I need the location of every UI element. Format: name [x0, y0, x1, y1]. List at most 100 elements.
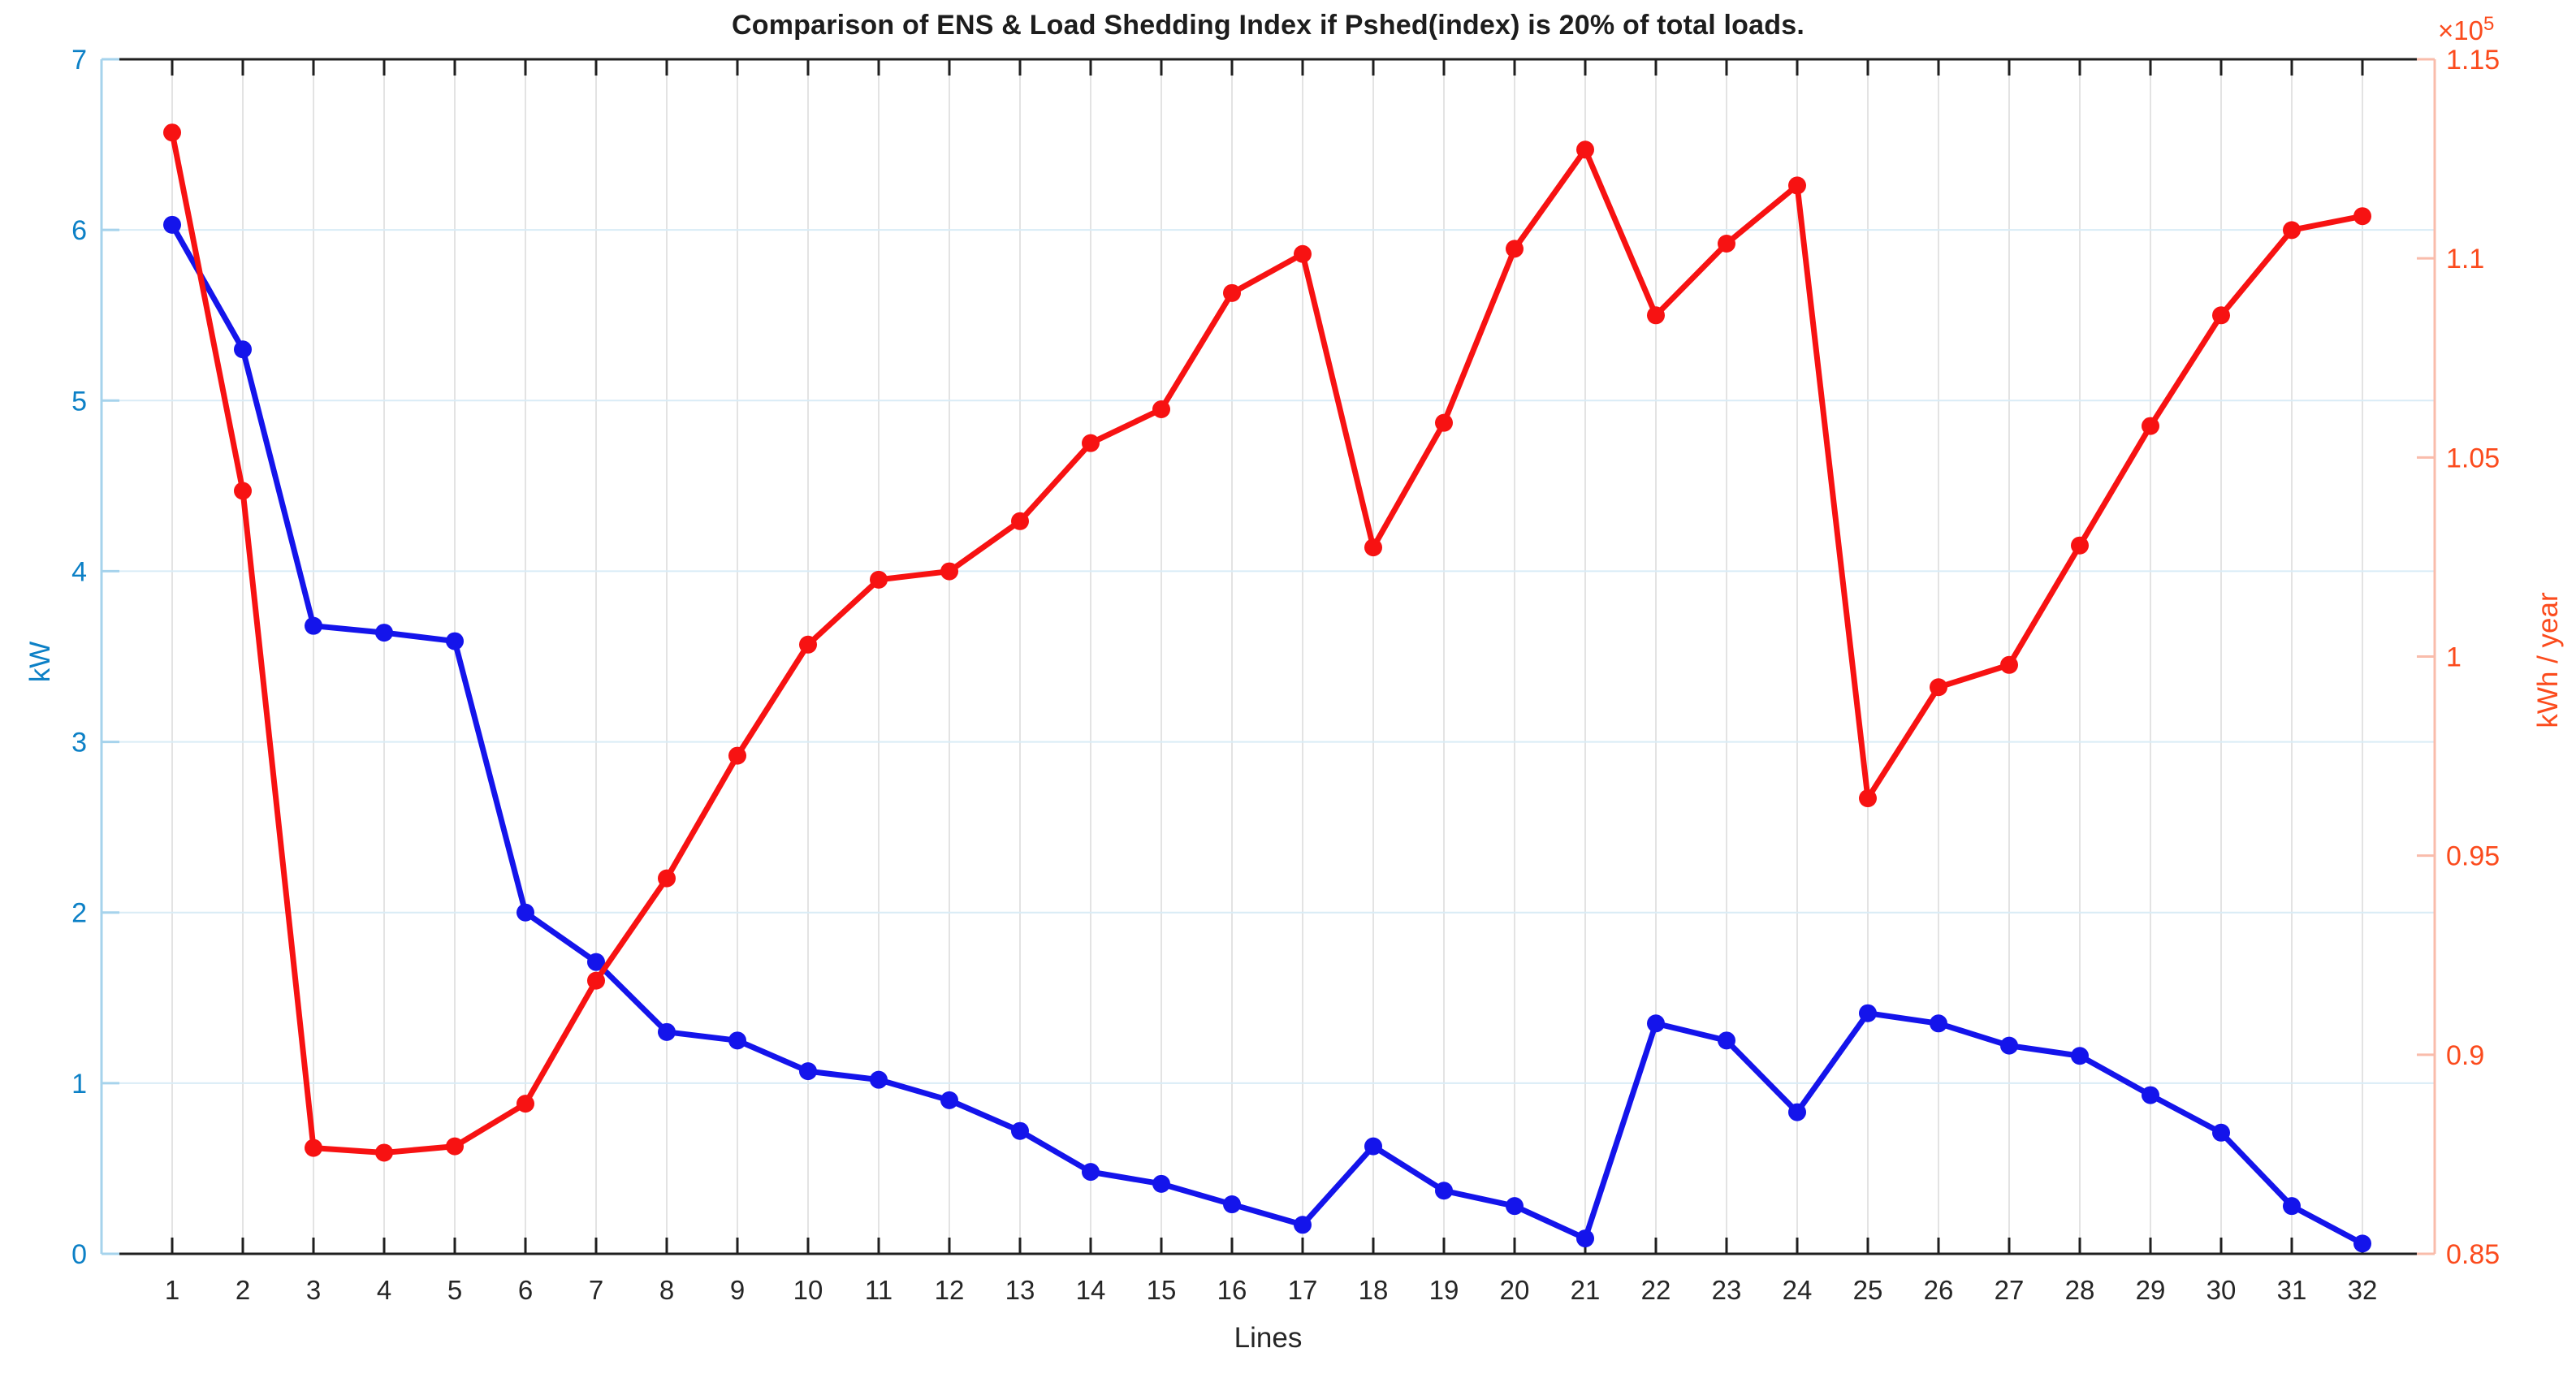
- x-tick-label: 21: [1571, 1275, 1601, 1305]
- red-series-marker: [940, 562, 958, 581]
- x-tick-label: 2: [236, 1275, 250, 1305]
- x-tick-label: 28: [2065, 1275, 2095, 1305]
- x-gridlines: [171, 59, 2363, 1254]
- blue-series-marker: [1294, 1216, 1312, 1234]
- red-series-marker: [234, 482, 252, 500]
- x-tick-label: 27: [1995, 1275, 2025, 1305]
- red-series-marker: [1152, 400, 1170, 419]
- red-series: [163, 123, 2371, 1162]
- blue-series-marker: [1506, 1197, 1524, 1216]
- red-series-marker: [2283, 221, 2301, 240]
- blue-series-marker: [799, 1062, 817, 1081]
- blue-series-marker: [2353, 1234, 2371, 1253]
- red-series-marker: [658, 869, 676, 888]
- left-y-tick-label: 2: [71, 898, 87, 929]
- x-tick-label: 15: [1147, 1275, 1177, 1305]
- red-series-marker: [163, 123, 181, 142]
- red-series-marker: [1930, 678, 1947, 697]
- red-series-marker: [446, 1137, 464, 1156]
- red-series-marker: [2353, 207, 2371, 226]
- left-y-tick-label: 5: [71, 386, 87, 417]
- red-series-marker: [1364, 538, 1382, 557]
- red-series-marker: [305, 1139, 322, 1157]
- red-series-marker: [870, 570, 888, 589]
- left-y-tick-label: 4: [71, 556, 87, 587]
- x-axis-label: Lines: [1234, 1322, 1303, 1354]
- x-tick-label: 30: [2206, 1275, 2237, 1305]
- blue-series-marker: [1859, 1004, 1877, 1022]
- blue-series-marker: [1718, 1031, 1735, 1050]
- blue-series-marker: [2000, 1036, 2018, 1055]
- red-series-marker: [1082, 434, 1100, 452]
- blue-series-marker: [2142, 1086, 2159, 1104]
- x-tick-label: 6: [518, 1275, 533, 1305]
- red-series-marker: [1435, 413, 1453, 432]
- x-tick-label: 20: [1500, 1275, 1530, 1305]
- right-y-tick-label: 0.95: [2446, 841, 2500, 872]
- x-tick-label: 19: [1429, 1275, 1459, 1305]
- blue-series-marker: [1435, 1182, 1453, 1200]
- axes-box: [100, 58, 2436, 1255]
- x-tick-label: 8: [659, 1275, 674, 1305]
- red-series-marker: [1647, 306, 1665, 325]
- blue-series-marker: [728, 1031, 746, 1050]
- x-tick-label: 32: [2348, 1275, 2378, 1305]
- red-series-marker: [799, 635, 817, 654]
- red-series-marker: [2000, 655, 2018, 674]
- left-y-tick-label: 3: [71, 728, 87, 758]
- x-tick-label: 9: [730, 1275, 745, 1305]
- x-tick-label: 12: [935, 1275, 965, 1305]
- blue-series-marker: [2283, 1197, 2301, 1216]
- blue-series-marker: [1576, 1229, 1594, 1248]
- x-tick-label: 3: [306, 1275, 321, 1305]
- x-tick-label: 16: [1217, 1275, 1247, 1305]
- x-tick-label: 23: [1712, 1275, 1742, 1305]
- blue-series-marker: [870, 1070, 888, 1089]
- x-tick-label: 4: [377, 1275, 391, 1305]
- x-tick-label: 10: [793, 1275, 823, 1305]
- blue-series-marker: [1082, 1163, 1100, 1182]
- blue-series-marker: [587, 953, 605, 971]
- red-series-marker: [587, 971, 605, 990]
- blue-series-marker: [375, 624, 393, 642]
- blue-series-marker: [1364, 1137, 1382, 1156]
- blue-series-marker: [1152, 1174, 1170, 1193]
- blue-series: [163, 215, 2371, 1253]
- red-series-marker: [375, 1143, 393, 1162]
- x-tick-label: 24: [1783, 1275, 1813, 1305]
- blue-series-marker: [163, 215, 181, 234]
- blue-series-marker: [1011, 1121, 1029, 1140]
- blue-series-marker: [1223, 1195, 1241, 1214]
- x-tick-label: 5: [447, 1275, 462, 1305]
- x-tick-label: 18: [1359, 1275, 1389, 1305]
- left-y-tick-label: 1: [71, 1069, 87, 1100]
- x-tick-label: 31: [2277, 1275, 2307, 1305]
- right-y-tick-label: 1.1: [2446, 244, 2484, 274]
- y-gridlines: [102, 229, 2435, 1084]
- right-y-tick-label: 0.85: [2446, 1239, 2500, 1270]
- x-tick-label: 25: [1853, 1275, 1883, 1305]
- red-series-marker: [2212, 306, 2230, 325]
- blue-series-marker: [1647, 1014, 1665, 1033]
- blue-series-marker: [658, 1022, 676, 1041]
- blue-series-marker: [1930, 1014, 1947, 1033]
- x-tick-label: 29: [2136, 1275, 2166, 1305]
- right-axis-multiplier: ×105: [2438, 13, 2494, 46]
- x-tick-label: 7: [589, 1275, 603, 1305]
- red-series-marker: [1718, 235, 1735, 253]
- x-tick-label: 17: [1288, 1275, 1318, 1305]
- red-series-marker: [2142, 417, 2159, 435]
- chart-title: Comparison of ENS & Load Shedding Index …: [732, 10, 1804, 41]
- tick-labels: 1 2 3 4 5 6 7 8 9 10 11 12 13 14 15 16 17 18 19 20 21 22 23 24 2…: [71, 45, 2500, 1305]
- blue-series-line: [169, 222, 2366, 1247]
- red-series-marker: [516, 1095, 534, 1113]
- blue-series-marker: [446, 632, 464, 650]
- x-tick-label: 11: [865, 1275, 893, 1305]
- x-tick-label: 14: [1076, 1275, 1106, 1305]
- right-y-tick-label: 1: [2446, 642, 2461, 673]
- red-series-marker: [1223, 283, 1241, 302]
- blue-series-marker: [234, 340, 252, 359]
- tick-marks: [102, 58, 2435, 1255]
